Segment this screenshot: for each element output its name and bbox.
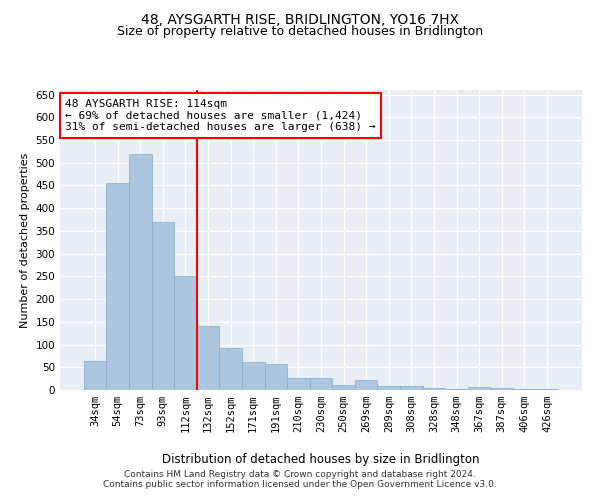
Bar	[174, 276, 197, 390]
Text: 48, AYSGARTH RISE, BRIDLINGTON, YO16 7HX: 48, AYSGARTH RISE, BRIDLINGTON, YO16 7HX	[141, 12, 459, 26]
Text: Size of property relative to detached houses in Bridlington: Size of property relative to detached ho…	[117, 25, 483, 38]
Bar	[106, 182, 129, 390]
Text: Contains HM Land Registry data © Crown copyright and database right 2024.
Contai: Contains HM Land Registry data © Crown c…	[103, 470, 497, 489]
Bar	[220, 348, 242, 390]
Bar	[129, 154, 152, 390]
Bar	[287, 378, 310, 390]
Y-axis label: Number of detached properties: Number of detached properties	[20, 152, 30, 328]
Bar	[490, 388, 513, 390]
Bar	[400, 386, 422, 390]
Bar	[265, 364, 287, 390]
Bar	[422, 388, 445, 390]
Bar	[513, 388, 536, 390]
Bar	[468, 387, 490, 390]
Text: Distribution of detached houses by size in Bridlington: Distribution of detached houses by size …	[162, 452, 480, 466]
Bar	[377, 386, 400, 390]
Bar	[242, 362, 265, 390]
Bar	[332, 386, 355, 390]
Bar	[152, 222, 174, 390]
Bar	[536, 388, 558, 390]
Text: 48 AYSGARTH RISE: 114sqm
← 69% of detached houses are smaller (1,424)
31% of sem: 48 AYSGARTH RISE: 114sqm ← 69% of detach…	[65, 99, 376, 132]
Bar	[310, 378, 332, 390]
Bar	[355, 380, 377, 390]
Bar	[197, 326, 220, 390]
Bar	[84, 362, 106, 390]
Bar	[445, 389, 468, 390]
